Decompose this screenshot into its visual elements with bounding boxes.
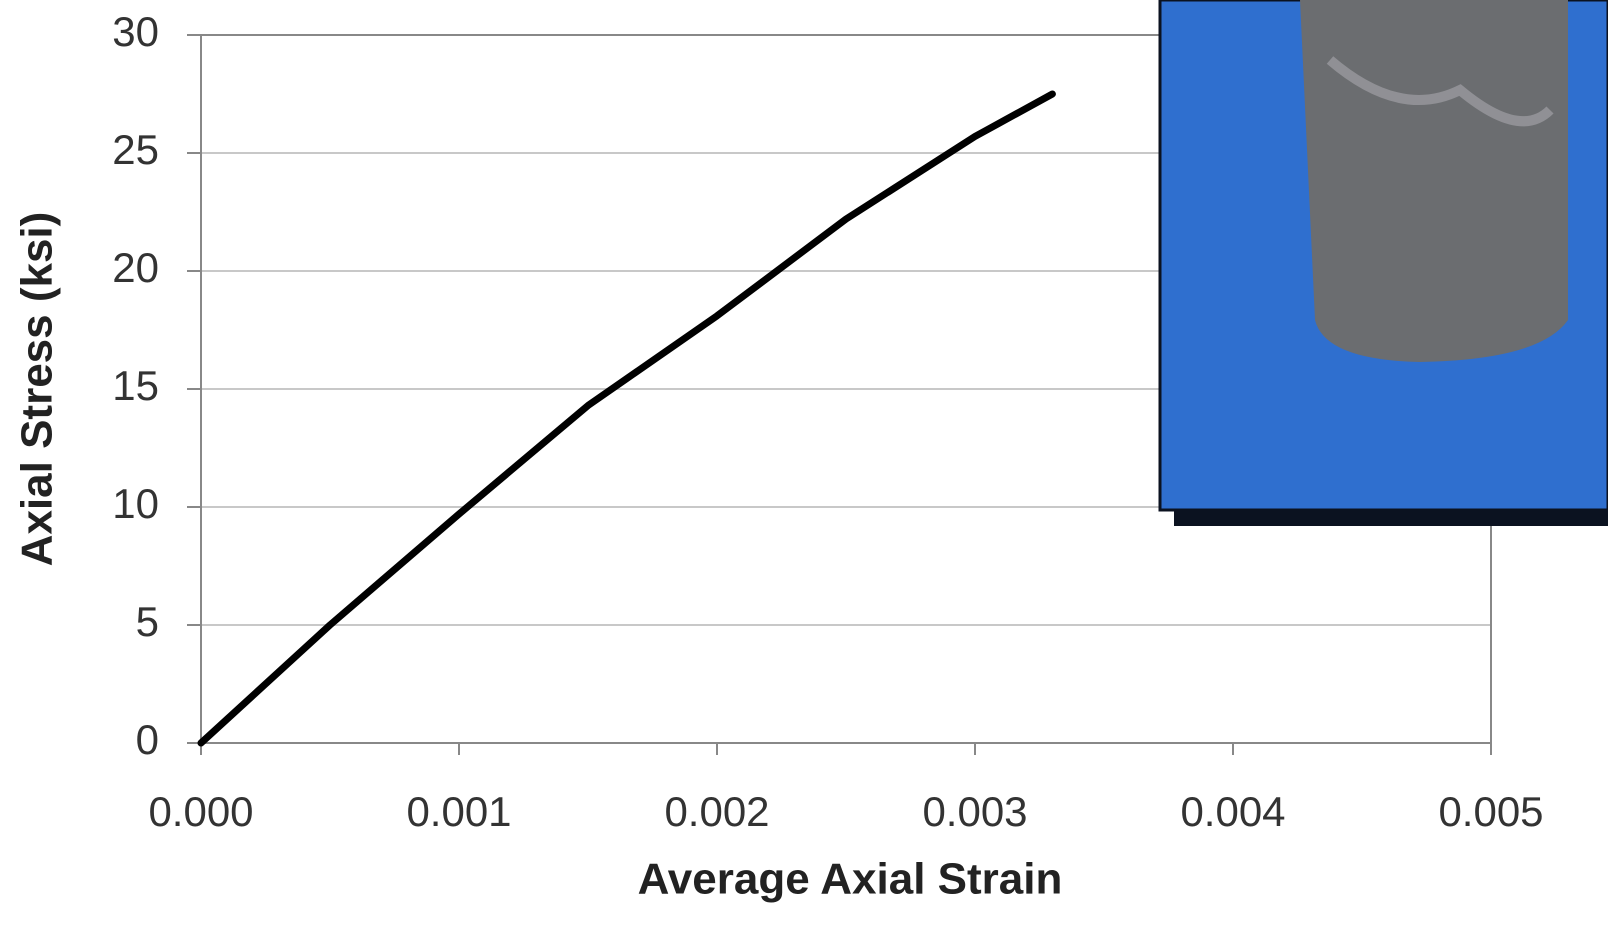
x-axis-title: Average Axial Strain bbox=[638, 855, 1063, 904]
x-tick-label: 0.004 bbox=[1180, 788, 1285, 835]
y-tick-label: 20 bbox=[112, 244, 159, 291]
photo-highlight bbox=[1326, 56, 1554, 127]
y-tick-label: 10 bbox=[112, 480, 159, 527]
y-tick-label: 0 bbox=[136, 716, 159, 763]
y-tick-label: 5 bbox=[136, 598, 159, 645]
x-tick-label: 0.000 bbox=[148, 788, 253, 835]
inset-photo bbox=[1158, 0, 1608, 526]
y-tick-label: 15 bbox=[112, 362, 159, 409]
y-axis-title: Axial Stress (ksi) bbox=[13, 212, 62, 567]
x-tick-label: 0.003 bbox=[922, 788, 1027, 835]
photo-specimen bbox=[1300, 0, 1568, 362]
y-tick-label: 25 bbox=[112, 126, 159, 173]
x-tick-label: 0.002 bbox=[664, 788, 769, 835]
plot-area: 0 5 10 15 20 25 30 0.000 0.001 0.002 0.003 0.004 0.0… bbox=[112, 8, 1543, 835]
x-tick-label: 0.005 bbox=[1438, 788, 1543, 835]
y-tick-label: 30 bbox=[112, 8, 159, 55]
data-line bbox=[197, 90, 1056, 747]
x-tick-label: 0.001 bbox=[406, 788, 511, 835]
